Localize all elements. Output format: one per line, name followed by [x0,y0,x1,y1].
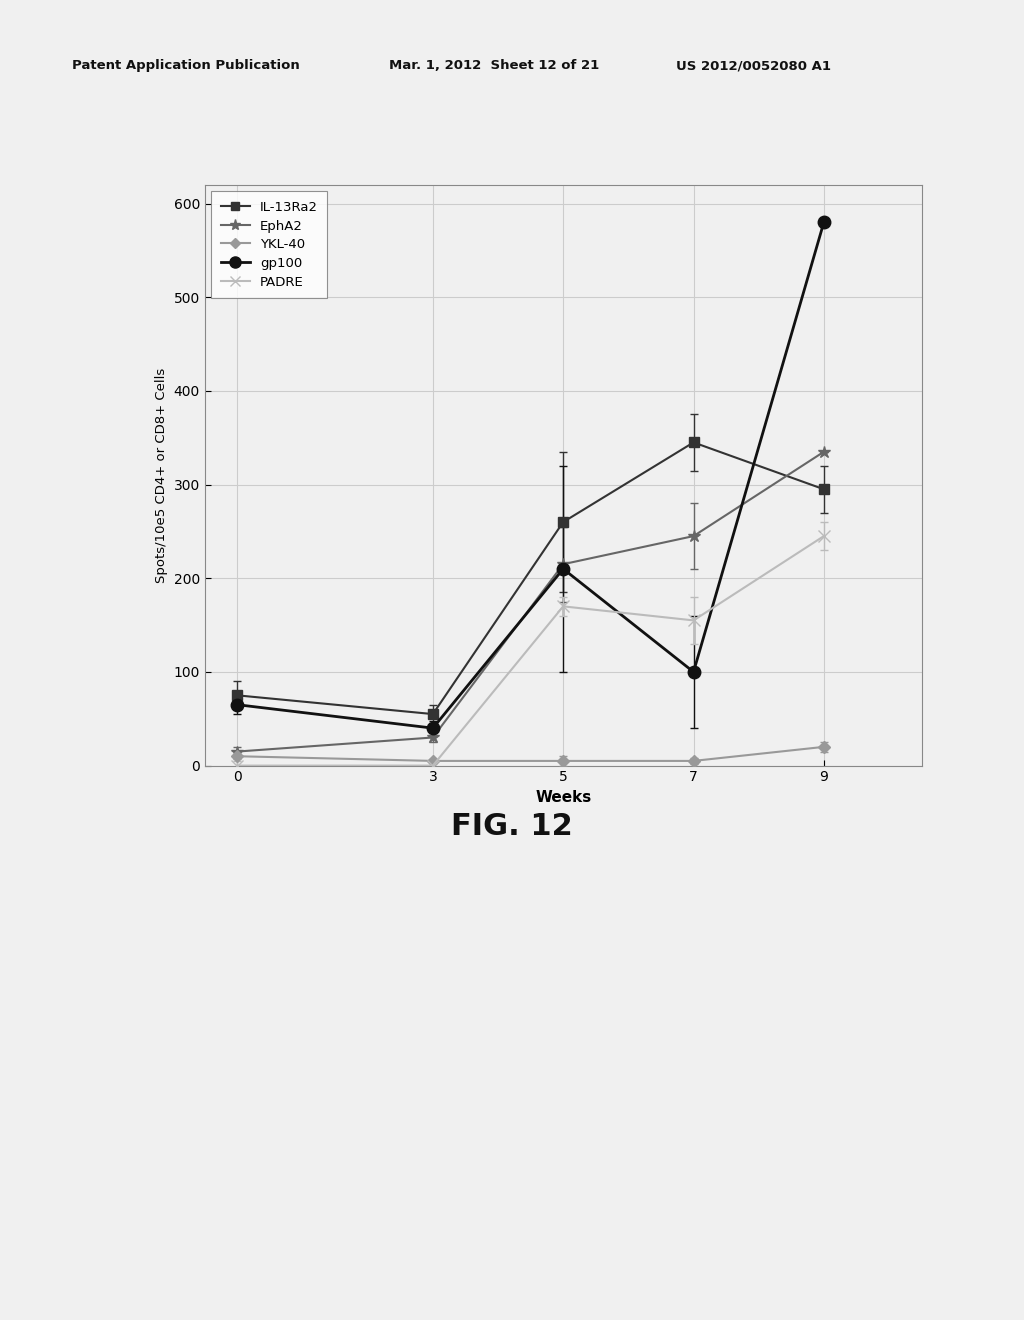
Text: Patent Application Publication: Patent Application Publication [72,59,299,73]
X-axis label: Weeks: Weeks [536,789,591,805]
Text: Mar. 1, 2012  Sheet 12 of 21: Mar. 1, 2012 Sheet 12 of 21 [389,59,599,73]
Y-axis label: Spots/10e5 CD4+ or CD8+ Cells: Spots/10e5 CD4+ or CD8+ Cells [155,367,168,583]
Legend: IL-13Ra2, EphA2, YKL-40, gp100, PADRE: IL-13Ra2, EphA2, YKL-40, gp100, PADRE [211,191,328,298]
Text: FIG. 12: FIG. 12 [452,812,572,841]
Text: US 2012/0052080 A1: US 2012/0052080 A1 [676,59,830,73]
